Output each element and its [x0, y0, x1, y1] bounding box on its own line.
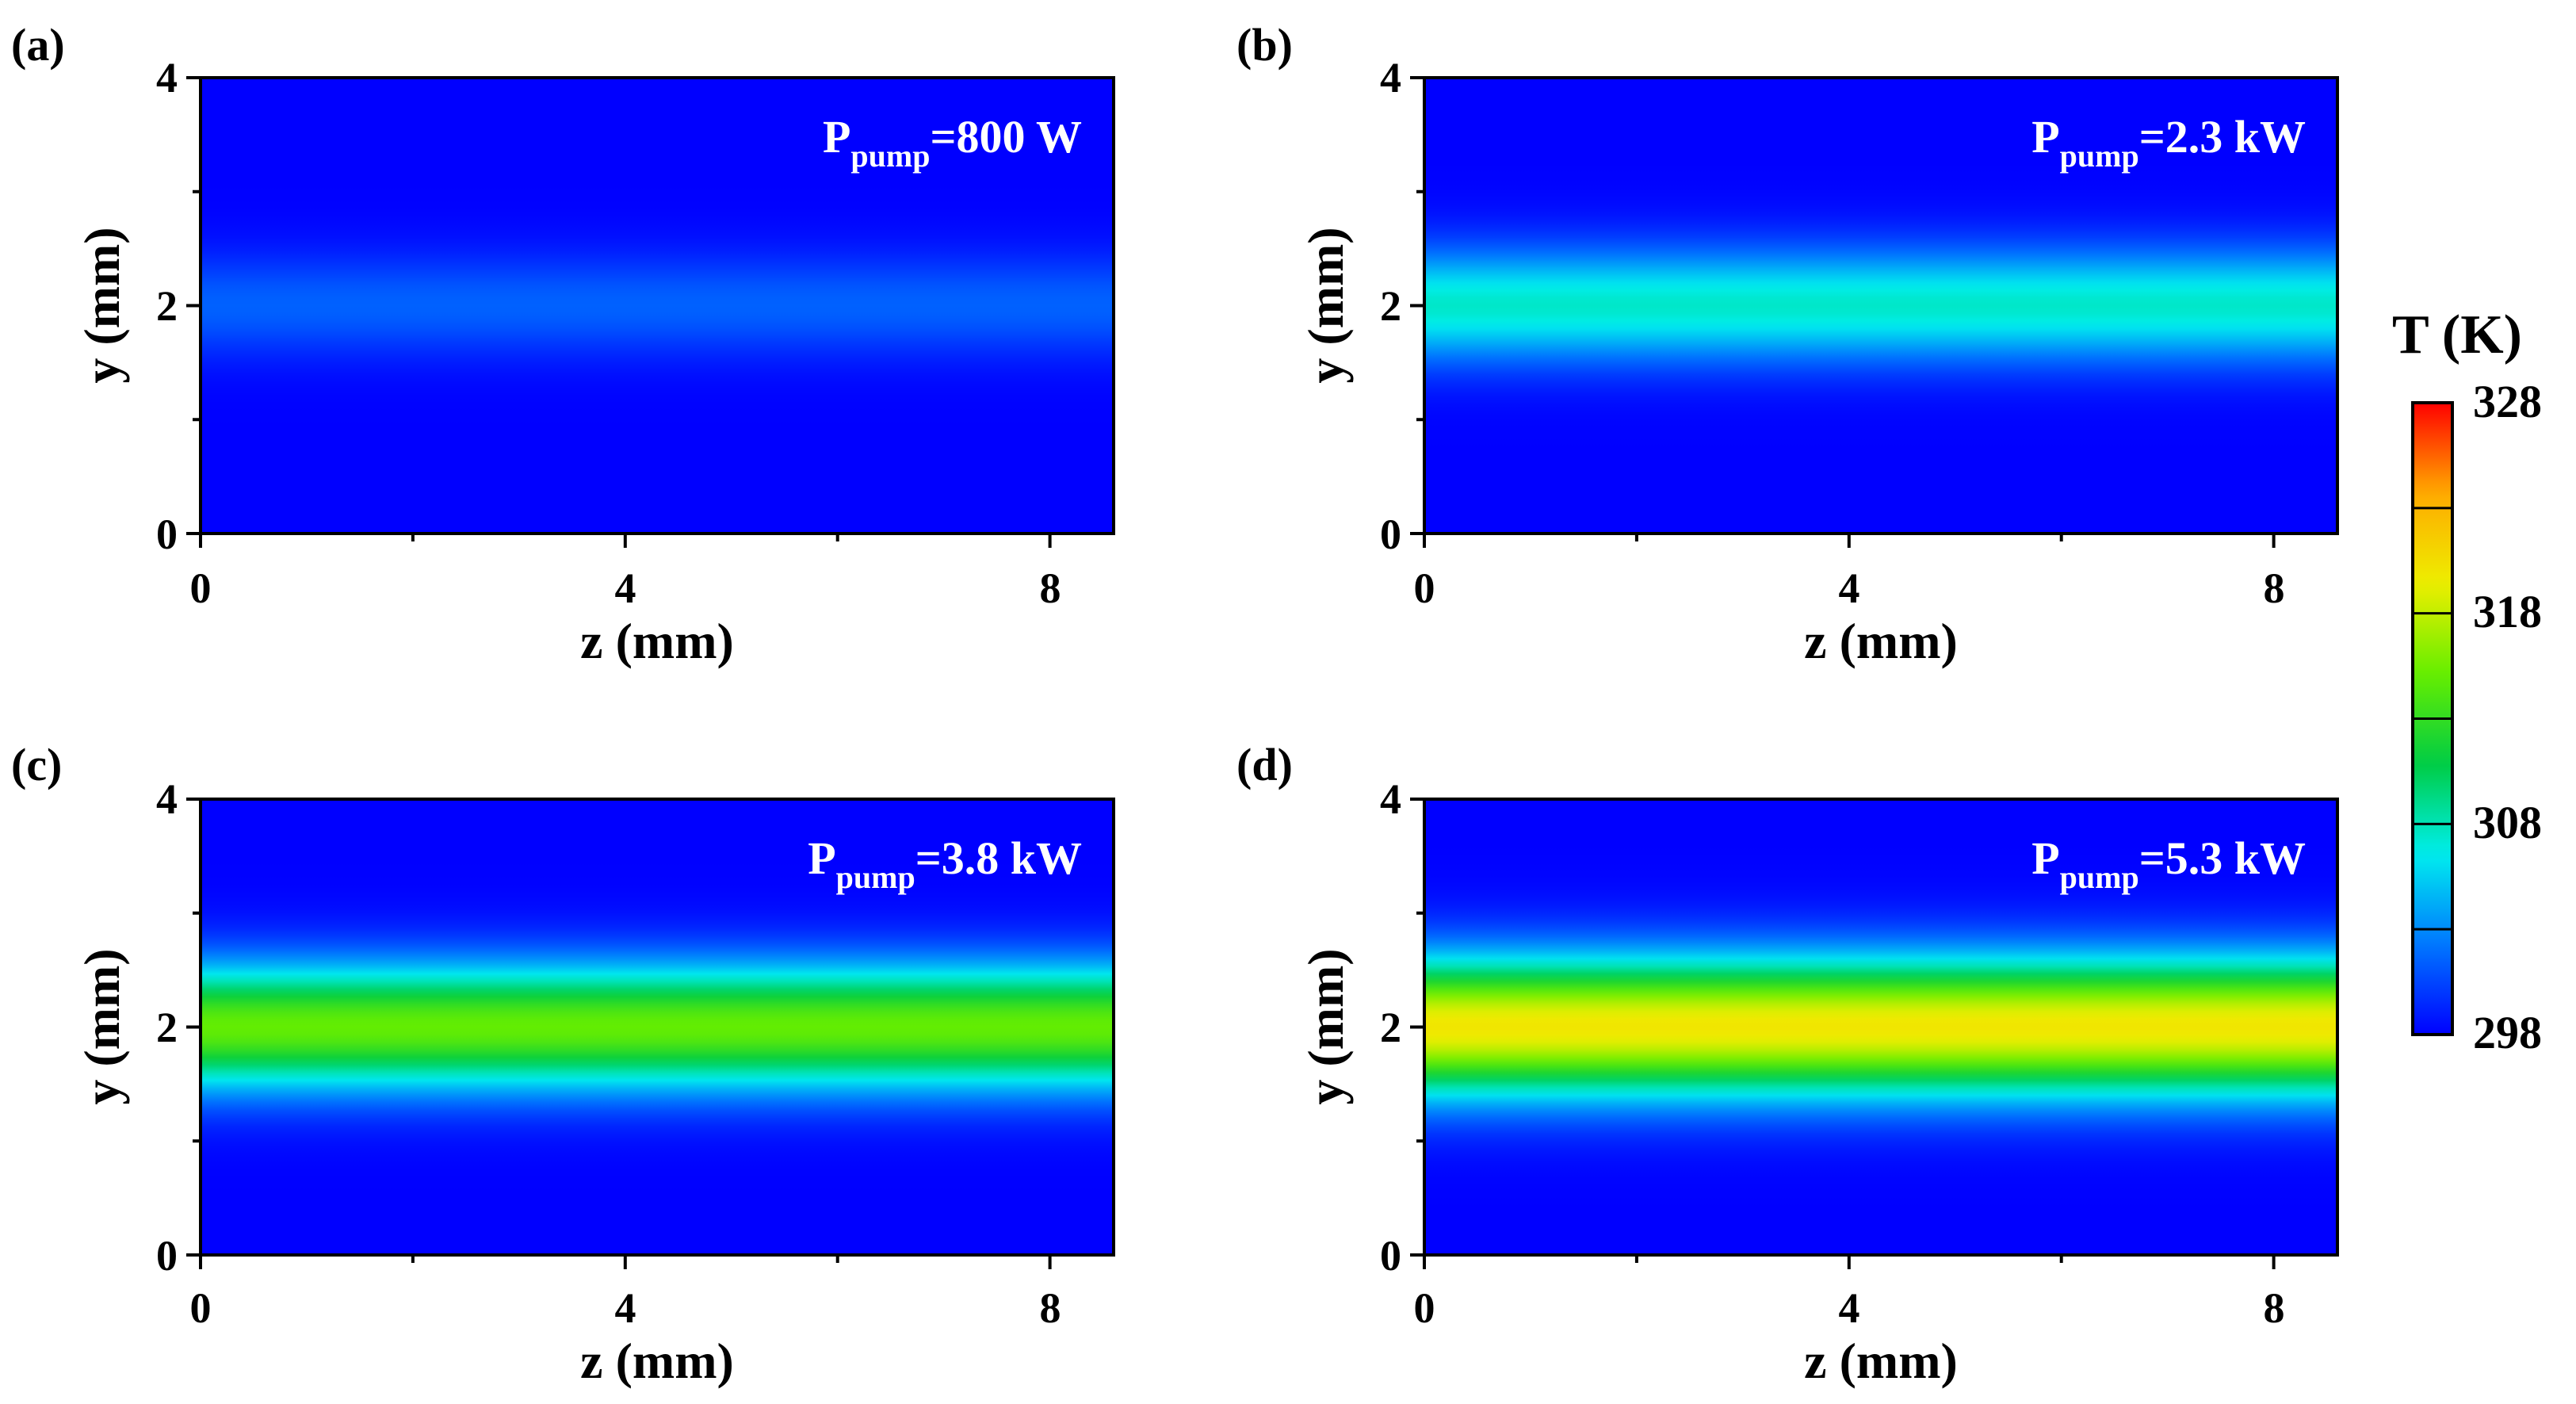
- y-tick-label: 0: [156, 1232, 178, 1280]
- axis-ticks: [1410, 76, 2276, 548]
- annotation-symbol: P: [2031, 832, 2059, 884]
- panel-d: (d) 0 4 8 0 2 4 z (mm) y (mm) Ppump=5.3 …: [1236, 739, 2339, 1389]
- x-axis-title: z (mm): [1804, 613, 1958, 669]
- axis-ticks: [186, 798, 1052, 1269]
- pump-power-annotation: Ppump=2.3 kW: [2031, 111, 2306, 174]
- panel-letter: (d): [1236, 739, 1293, 790]
- heatmap-field: [1424, 78, 2337, 534]
- y-axis-title: y (mm): [1298, 948, 1354, 1104]
- colorbar-frame: [2411, 401, 2454, 1036]
- heatmap-field: [201, 799, 1114, 1255]
- colorbar-tick-label: 328: [2473, 376, 2542, 427]
- panel-b: (b) 0 4 8 0 2 4 z (mm) y (mm) Ppump=2.3 …: [1236, 19, 2339, 669]
- y-tick-label: 4: [156, 54, 178, 101]
- colorbar-tick-label: 298: [2473, 1007, 2542, 1058]
- x-tick-label: 4: [1839, 564, 1860, 612]
- annotation-symbol: P: [808, 832, 835, 884]
- panel-letter: (b): [1236, 19, 1293, 71]
- y-tick-label: 2: [156, 282, 178, 330]
- annotation-subscript: pump: [2060, 859, 2139, 895]
- y-tick-label: 4: [156, 775, 178, 823]
- annotation-symbol: P: [2031, 111, 2059, 163]
- pump-power-annotation: Ppump=800 W: [823, 111, 1082, 174]
- x-axis-title: z (mm): [580, 613, 734, 669]
- panel-letter: (c): [11, 739, 62, 790]
- axis-ticks: [186, 76, 1052, 548]
- colorbar-tick-label: 308: [2473, 797, 2542, 848]
- x-tick-label: 8: [1040, 1284, 1061, 1332]
- panel-a: (a) 0 4 8 0 2 4 z (mm) y (mm) Ppump=800 …: [11, 19, 1115, 669]
- x-tick-label: 8: [2264, 564, 2285, 612]
- pump-power-annotation: Ppump=3.8 kW: [808, 832, 1082, 895]
- panel-c: (c) 0 4 8 0 2 4 z (mm) y (mm) Ppump=3.8 …: [11, 739, 1115, 1389]
- colorbar: T (K) 298 308 318 328: [2392, 304, 2542, 1058]
- y-tick-label: 0: [1380, 511, 1401, 558]
- y-axis-title: y (mm): [1298, 227, 1354, 383]
- annotation-value: =2.3 kW: [2139, 111, 2306, 163]
- annotation-subscript: pump: [836, 859, 915, 895]
- annotation-value: =800 W: [930, 111, 1082, 163]
- y-tick-label: 2: [1380, 282, 1401, 330]
- x-tick-label: 4: [615, 564, 636, 612]
- y-tick-label: 4: [1380, 54, 1401, 101]
- x-tick-label: 4: [1839, 1284, 1860, 1332]
- x-axis-title: z (mm): [580, 1333, 734, 1389]
- y-tick-label: 0: [156, 511, 178, 558]
- colorbar-tick-label: 318: [2473, 586, 2542, 637]
- y-tick-label: 4: [1380, 775, 1401, 823]
- colorbar-title: T (K): [2392, 304, 2522, 365]
- colorbar-level-lines: [2413, 507, 2452, 931]
- x-tick-label: 0: [190, 1284, 212, 1332]
- x-tick-label: 4: [615, 1284, 636, 1332]
- annotation-value: =5.3 kW: [2139, 832, 2306, 884]
- x-tick-label: 0: [1414, 1284, 1435, 1332]
- x-tick-label: 8: [2264, 1284, 2285, 1332]
- x-tick-label: 0: [190, 564, 212, 612]
- y-axis-title: y (mm): [74, 227, 130, 383]
- annotation-value: =3.8 kW: [915, 832, 1082, 884]
- panel-letter: (a): [11, 19, 65, 71]
- y-tick-label: 2: [156, 1004, 178, 1051]
- x-axis-title: z (mm): [1804, 1333, 1958, 1389]
- y-axis-title: y (mm): [74, 948, 130, 1104]
- x-tick-label: 0: [1414, 564, 1435, 612]
- y-tick-label: 2: [1380, 1004, 1401, 1051]
- annotation-subscript: pump: [850, 138, 930, 174]
- heatmap-field: [1424, 799, 2337, 1255]
- annotation-symbol: P: [823, 111, 850, 163]
- axis-ticks: [1410, 798, 2276, 1269]
- annotation-subscript: pump: [2060, 138, 2139, 174]
- heatmap-field: [201, 78, 1114, 534]
- x-tick-label: 8: [1040, 564, 1061, 612]
- pump-power-annotation: Ppump=5.3 kW: [2031, 832, 2306, 895]
- y-tick-label: 0: [1380, 1232, 1401, 1280]
